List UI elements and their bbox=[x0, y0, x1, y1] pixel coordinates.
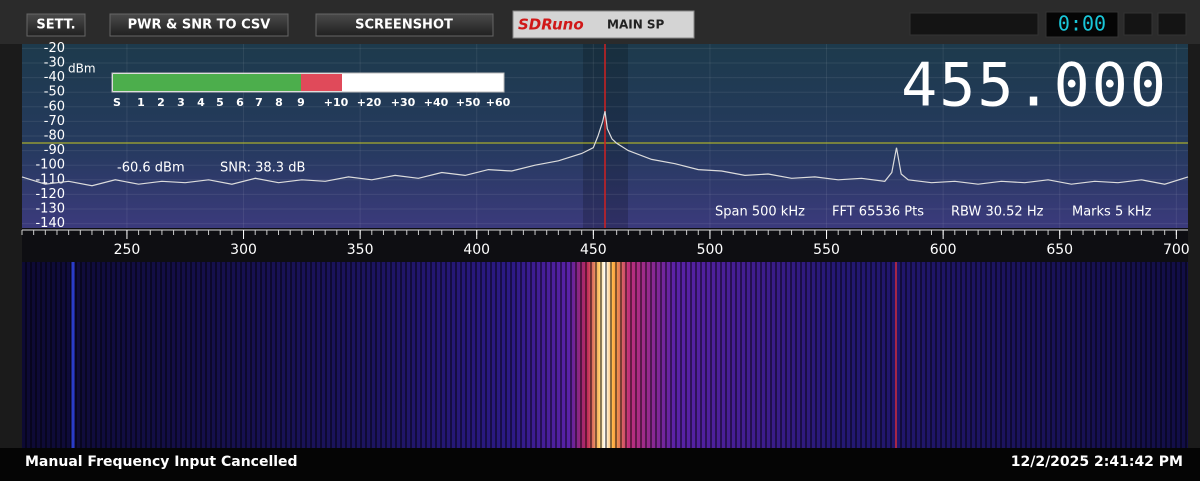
y-tick-label: -50 bbox=[44, 85, 65, 100]
meter-unit: dBm bbox=[68, 62, 96, 76]
meter-scale-label: +20 bbox=[357, 96, 382, 109]
info-text: Marks 5 kHz bbox=[1072, 205, 1152, 220]
display-box bbox=[1157, 12, 1187, 36]
y-tick-label: -110 bbox=[35, 172, 65, 187]
button[interactable] bbox=[315, 13, 494, 37]
button[interactable] bbox=[109, 13, 289, 37]
y-tick-label: -120 bbox=[35, 187, 65, 202]
waterfall-texture bbox=[22, 262, 1188, 448]
meter-scale-label: 8 bbox=[275, 96, 283, 109]
meter-scale-label: +40 bbox=[424, 96, 449, 109]
button[interactable] bbox=[26, 13, 86, 37]
spectrum-trace-group bbox=[21, 111, 1189, 187]
display-box bbox=[1123, 12, 1153, 36]
meter-bar-over bbox=[301, 74, 342, 91]
display-box bbox=[909, 12, 1039, 36]
x-tick-label: 650 bbox=[1046, 242, 1073, 258]
meter-scale-label: 6 bbox=[236, 96, 244, 109]
snr-readout: SNR: 38.3 dB bbox=[220, 161, 305, 176]
spectrum-info: Span 500 kHz FFT 65536 Pts RBW 30.52 Hz Mar… bbox=[715, 205, 1152, 220]
spectrum-trace bbox=[21, 111, 1189, 187]
meter-scale: S 1 2 3 4 5 6 7 8 9 +10 +20 +30 +40 +50 +60 bbox=[113, 96, 511, 109]
button-group: SETT. PWR & SNR TO CSV SCREENSHOT bbox=[26, 13, 494, 37]
status-message: Manual Frequency Input Cancelled bbox=[25, 454, 298, 470]
signal-level: -60.6 dBm bbox=[117, 161, 185, 176]
x-tick-label: 250 bbox=[114, 242, 141, 258]
meter-scale-label: +60 bbox=[486, 96, 511, 109]
x-tick-label: 700 bbox=[1163, 242, 1190, 258]
panel-name: MAIN SP bbox=[607, 18, 665, 32]
x-tick-label: 550 bbox=[813, 242, 840, 258]
clock: 0:00 bbox=[1058, 12, 1106, 36]
logo: SDRuno bbox=[518, 16, 584, 34]
x-tick-label: 600 bbox=[930, 242, 957, 258]
logo-box bbox=[512, 10, 695, 39]
meter-scale-label: +50 bbox=[456, 96, 481, 109]
button-label[interactable]: SCREENSHOT bbox=[355, 18, 453, 33]
button-label[interactable]: PWR & SNR TO CSV bbox=[128, 18, 271, 33]
clock-box bbox=[1045, 11, 1119, 38]
y-tick-label: -80 bbox=[44, 129, 65, 144]
status-bar bbox=[0, 448, 1200, 481]
meter-bar bbox=[113, 74, 301, 91]
info-text: Span 500 kHz bbox=[715, 205, 805, 220]
x-tick-label: 300 bbox=[230, 242, 257, 258]
meter-scale-label: 7 bbox=[255, 96, 263, 109]
x-tick-label: 400 bbox=[463, 242, 490, 258]
meter-scale-label: +30 bbox=[391, 96, 416, 109]
meter-scale-label: S bbox=[113, 96, 121, 109]
meter-scale-label: +10 bbox=[324, 96, 349, 109]
y-tick-label: -60 bbox=[44, 99, 65, 114]
info-text: FFT 65536 Pts bbox=[832, 205, 924, 220]
meter-scale-label: 5 bbox=[216, 96, 224, 109]
status-datetime: 12/2/2025 2:41:42 PM bbox=[1011, 454, 1183, 470]
meter-scale-label: 4 bbox=[197, 96, 205, 109]
meter-scale-label: 1 bbox=[137, 96, 145, 109]
y-tick-label: -30 bbox=[44, 55, 65, 70]
y-tick-label: -90 bbox=[44, 143, 65, 158]
info-text: RBW 30.52 Hz bbox=[951, 205, 1044, 220]
x-tick-label: 450 bbox=[580, 242, 607, 258]
x-tick-label: 500 bbox=[697, 242, 724, 258]
y-tick-label: -40 bbox=[44, 70, 65, 85]
y-tick-label: -130 bbox=[35, 202, 65, 217]
meter-scale-label: 3 bbox=[177, 96, 185, 109]
button-label[interactable]: SETT. bbox=[36, 18, 75, 33]
y-tick-label: -140 bbox=[35, 216, 65, 231]
x-axis: 250 300 350 400 450 500 550 600 650 700 bbox=[21, 230, 1190, 258]
x-tick-label: 350 bbox=[347, 242, 374, 258]
y-tick-label: -100 bbox=[35, 158, 65, 173]
y-tick-label: -20 bbox=[44, 41, 65, 56]
meter-scale-label: 9 bbox=[297, 96, 305, 109]
y-tick-label: -70 bbox=[44, 114, 65, 129]
frequency-display[interactable]: 455.000 bbox=[901, 51, 1168, 121]
meter-scale-label: 2 bbox=[157, 96, 165, 109]
